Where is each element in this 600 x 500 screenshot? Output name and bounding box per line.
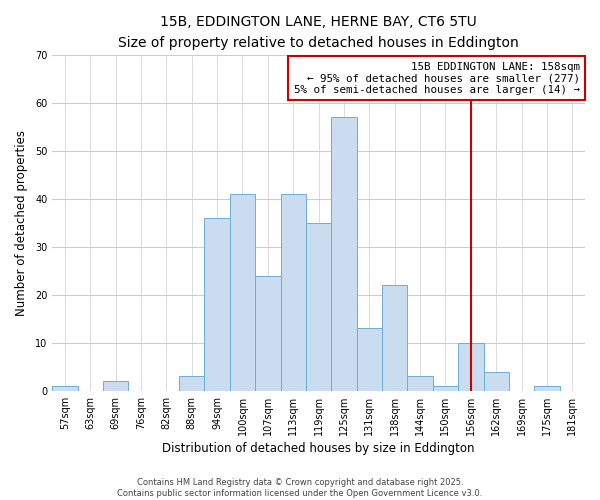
- Bar: [484, 372, 509, 391]
- Bar: [281, 194, 306, 391]
- X-axis label: Distribution of detached houses by size in Eddington: Distribution of detached houses by size …: [163, 442, 475, 455]
- Bar: [356, 328, 382, 391]
- Bar: [230, 194, 255, 391]
- Bar: [382, 286, 407, 391]
- Bar: [205, 218, 230, 391]
- Text: 15B EDDINGTON LANE: 158sqm
← 95% of detached houses are smaller (277)
5% of semi: 15B EDDINGTON LANE: 158sqm ← 95% of deta…: [293, 62, 580, 95]
- Bar: [433, 386, 458, 391]
- Bar: [52, 386, 77, 391]
- Title: 15B, EDDINGTON LANE, HERNE BAY, CT6 5TU
Size of property relative to detached ho: 15B, EDDINGTON LANE, HERNE BAY, CT6 5TU …: [118, 15, 519, 50]
- Bar: [255, 276, 281, 391]
- Bar: [179, 376, 205, 391]
- Bar: [103, 381, 128, 391]
- Bar: [407, 376, 433, 391]
- Bar: [458, 343, 484, 391]
- Bar: [306, 223, 331, 391]
- Bar: [534, 386, 560, 391]
- Bar: [331, 118, 356, 391]
- Y-axis label: Number of detached properties: Number of detached properties: [15, 130, 28, 316]
- Text: Contains HM Land Registry data © Crown copyright and database right 2025.
Contai: Contains HM Land Registry data © Crown c…: [118, 478, 482, 498]
